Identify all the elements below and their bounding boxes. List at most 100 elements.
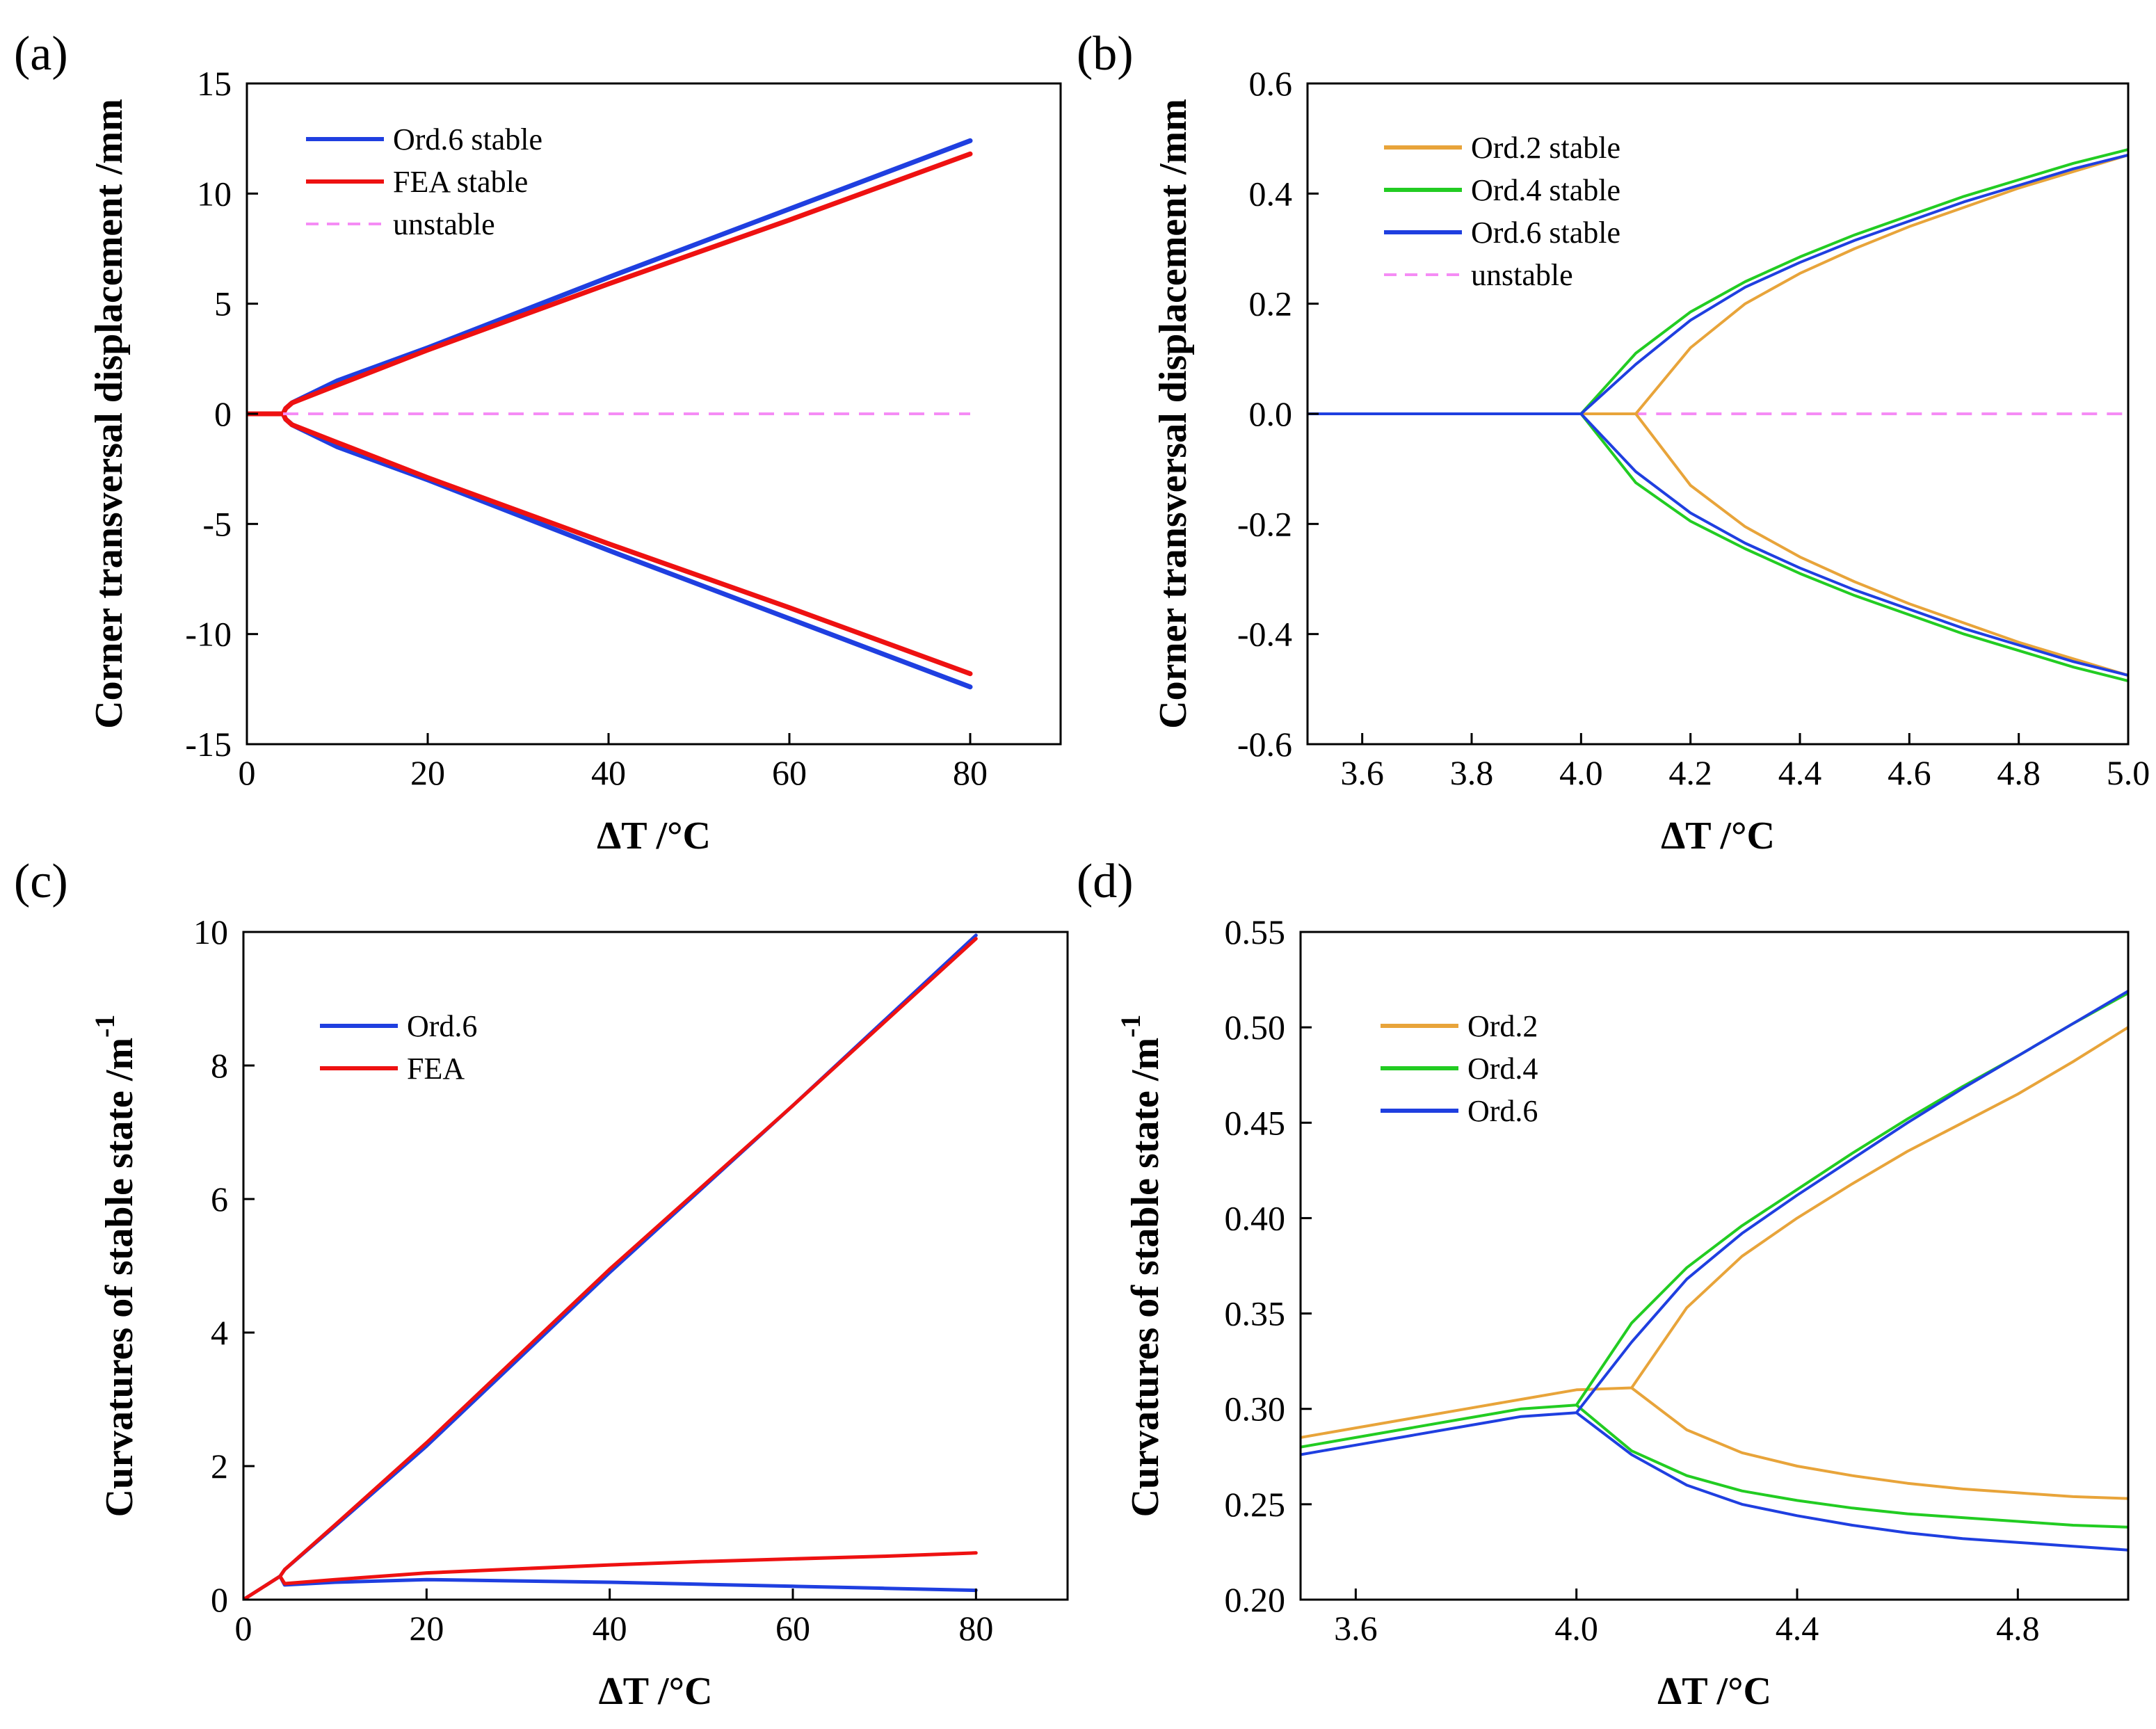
y-tick-label-d: 0.45 — [1225, 1103, 1286, 1142]
y-axis-title-group-a: Corner transversal displacement /mm — [88, 99, 131, 729]
x-tick-label-d: 3.6 — [1334, 1609, 1378, 1648]
x-tick-label-d: 4.8 — [1996, 1609, 2040, 1648]
x-tick-label-c: 0 — [235, 1609, 252, 1648]
y-axis-title-text-a: Corner transversal displacement /mm — [88, 99, 131, 729]
y-axis-title-text-d: Curvatures of stable state /m — [1124, 1038, 1167, 1518]
y-tick-label-b: 0.0 — [1249, 394, 1293, 433]
panel-a: (a) 0 20 40 60 80 -15 -10 -5 0 5 10 15 ΔT /°C Corner t… — [14, 27, 1062, 858]
series-line-ord-6-4 — [1301, 990, 2128, 1456]
y-tick-label-d: 0.25 — [1225, 1485, 1286, 1524]
legend-label-ord-2-stable: Ord.2 stable — [1471, 131, 1620, 165]
series-line-ord-4-3 — [1575, 1404, 2128, 1529]
series-line-ord-4-stable-4 — [1579, 412, 2128, 682]
y-axis-title-group-d: Curvatures of stable state /m-1 — [1115, 1015, 1167, 1518]
y-tick-label-a: -10 — [185, 615, 232, 654]
x-tick-label-d: 4.4 — [1776, 1609, 1819, 1648]
series-line-ord-6-5 — [1575, 1411, 2128, 1552]
x-tick-label-b: 4.6 — [1888, 753, 1931, 792]
y-axis-title-group-c: Curvatures of stable state /m-1 — [89, 1015, 141, 1518]
legend-label-fea-stable: FEA stable — [393, 165, 528, 199]
x-tick-label-c: 60 — [775, 1609, 810, 1648]
series-group-c — [243, 933, 978, 1600]
legend-label-ord-6-stable: Ord.6 stable — [393, 122, 542, 156]
y-tick-label-d: 0.55 — [1225, 912, 1286, 951]
y-tick-label-b: -0.6 — [1237, 725, 1292, 764]
x-axis-title-c: ΔT /°C — [599, 1670, 713, 1713]
y-tick-label-a: 15 — [197, 64, 232, 103]
x-tick-label-b: 4.0 — [1559, 753, 1603, 792]
y-tick-label-c: 8 — [211, 1046, 228, 1085]
y-axis-title-d: Curvatures of stable state /m-1 — [1115, 1015, 1167, 1518]
legend-label-ord-4: Ord.4 — [1467, 1052, 1538, 1086]
series-line-ord-2-1 — [1630, 1386, 2128, 1500]
y-axis-title-superscript-d: -1 — [1115, 1015, 1146, 1038]
y-tick-label-b: -0.2 — [1237, 504, 1292, 543]
y-tick-label-c: 0 — [211, 1580, 228, 1619]
panel-c: (c) 0 20 40 60 80 0 2 4 6 8 10 ΔT /°C Curvatures of s… — [14, 855, 1069, 1713]
plot-frame-d — [1299, 931, 2130, 1601]
y-tick-label-a: -15 — [185, 725, 232, 764]
series-line-fea-stable-3 — [247, 411, 973, 677]
x-tick-label-a: 40 — [591, 753, 626, 792]
x-axis-title-a: ΔT /°C — [597, 814, 711, 858]
series-line-ord-6-2 — [278, 1574, 978, 1593]
y-tick-label-a: 5 — [214, 284, 232, 323]
series-line-ord-4-stable-3 — [1579, 148, 2128, 415]
x-tick-label-b: 3.6 — [1340, 753, 1384, 792]
x-tick-label-c: 40 — [593, 1609, 627, 1648]
plot-frame-c — [242, 931, 1069, 1601]
y-tick-label-c: 4 — [211, 1313, 228, 1352]
y-tick-label-d: 0.30 — [1225, 1390, 1286, 1429]
x-tick-label-b: 4.4 — [1778, 753, 1822, 792]
y-tick-label-b: 0.4 — [1249, 174, 1293, 213]
y-axis-title-text-b: Corner transversal displacement /mm — [1152, 99, 1195, 729]
y-tick-label-b: 0.6 — [1249, 64, 1293, 103]
series-line-ord-6-stable-6 — [1308, 412, 2128, 677]
x-tick-label-b: 3.8 — [1450, 753, 1494, 792]
x-tick-label-c: 80 — [958, 1609, 993, 1648]
y-tick-label-a: -5 — [202, 504, 232, 543]
legend-label-unstable: unstable — [393, 207, 495, 241]
x-tick-label-a: 60 — [772, 753, 807, 792]
y-tick-label-d: 0.40 — [1225, 1198, 1286, 1237]
y-axis-title-text-c: Curvatures of stable state /m — [98, 1038, 141, 1518]
legend-label-ord-4-stable: Ord.4 stable — [1471, 173, 1620, 207]
legend-label-ord-6-stable: Ord.6 stable — [1471, 216, 1620, 250]
y-tick-label-c: 6 — [211, 1180, 228, 1219]
x-axis-title-b: ΔT /°C — [1661, 814, 1775, 858]
x-tick-label-b: 4.8 — [1997, 753, 2041, 792]
y-tick-label-d: 0.20 — [1225, 1580, 1286, 1619]
y-axis-title-group-b: Corner transversal displacement /mm — [1152, 99, 1195, 729]
legend-label-ord-2: Ord.2 — [1467, 1009, 1538, 1043]
panel-label-b: (b) — [1077, 27, 1134, 81]
x-tick-label-b: 5.0 — [2107, 753, 2150, 792]
series-line-ord-2-stable-2 — [1579, 412, 2128, 677]
x-tick-label-d: 4.0 — [1554, 1609, 1598, 1648]
x-axis-title-d: ΔT /°C — [1657, 1670, 1771, 1713]
series-line-ord-4-2 — [1301, 991, 2128, 1449]
panel-label-a: (a) — [14, 27, 68, 81]
y-axis-title-superscript-c: -1 — [89, 1015, 120, 1038]
panel-label-d: (d) — [1077, 855, 1134, 908]
x-tick-label-a: 80 — [953, 753, 988, 792]
y-tick-label-b: -0.4 — [1237, 615, 1292, 654]
y-tick-label-c: 2 — [211, 1447, 228, 1486]
y-tick-label-a: 0 — [214, 394, 232, 433]
series-group-a — [247, 138, 973, 690]
series-line-fea-1 — [243, 937, 978, 1600]
y-tick-label-d: 0.50 — [1225, 1008, 1286, 1047]
series-line-ord-2-stable-1 — [1579, 153, 2128, 415]
x-tick-label-b: 4.2 — [1668, 753, 1712, 792]
series-group-b — [1308, 148, 2128, 682]
series-line-ord-6-stable-5 — [1308, 153, 2128, 415]
legend-label-fea: FEA — [407, 1052, 465, 1086]
legend-label-ord-6: Ord.6 — [1467, 1094, 1538, 1128]
panel-b: (b) 3.6 3.8 4.0 4.2 4.4 4.6 4.8 5.0 -0.6 -0.4 -0.2 0… — [1077, 27, 2150, 858]
y-axis-title-b: Corner transversal displacement /mm — [1152, 99, 1195, 729]
y-tick-label-c: 10 — [193, 912, 228, 951]
y-tick-label-b: 0.2 — [1249, 284, 1293, 323]
x-tick-label-a: 20 — [410, 753, 445, 792]
x-tick-label-a: 0 — [239, 753, 256, 792]
series-group-d — [1301, 990, 2128, 1552]
